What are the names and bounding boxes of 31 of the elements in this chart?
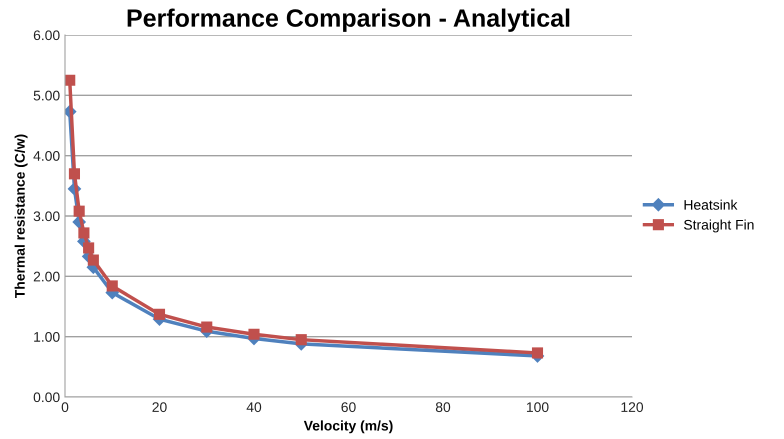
point xyxy=(65,74,76,86)
legend-label: Straight Fin xyxy=(684,219,754,232)
point xyxy=(532,347,544,359)
x-tick-label: 0 xyxy=(62,402,68,412)
point xyxy=(88,254,99,266)
x-tick-label: 40 xyxy=(246,402,262,412)
x-tick-label: 20 xyxy=(152,402,167,412)
point xyxy=(78,227,90,238)
x-tick-label: 120 xyxy=(621,402,644,412)
point xyxy=(154,308,166,320)
point xyxy=(83,242,94,254)
point xyxy=(201,321,212,333)
chart-title: Performance Comparison - Analytical xyxy=(128,8,570,32)
x-axis-title: Velocity (m/s) xyxy=(304,420,393,434)
x-tick-label: 100 xyxy=(526,402,549,412)
legend-label: Heatsink xyxy=(684,200,738,210)
y-tick-label: 6.00 xyxy=(34,30,60,40)
point xyxy=(68,168,80,180)
point xyxy=(248,328,260,340)
point xyxy=(106,280,118,292)
point xyxy=(74,206,85,217)
y-tick-label: 1.00 xyxy=(34,332,60,342)
y-tick-label: 0.00 xyxy=(34,392,60,402)
x-tick-label: 80 xyxy=(436,402,450,412)
x-tick-label: 60 xyxy=(341,402,356,412)
y-tick-label: 3.00 xyxy=(34,211,60,222)
y-tick-label: 5.00 xyxy=(34,90,60,101)
y-tick-label: 2.00 xyxy=(34,272,60,282)
y-axis-title: Thermal resistance (C/w) xyxy=(14,134,28,298)
point xyxy=(296,334,307,346)
y-tick-label: 4.00 xyxy=(33,151,60,161)
